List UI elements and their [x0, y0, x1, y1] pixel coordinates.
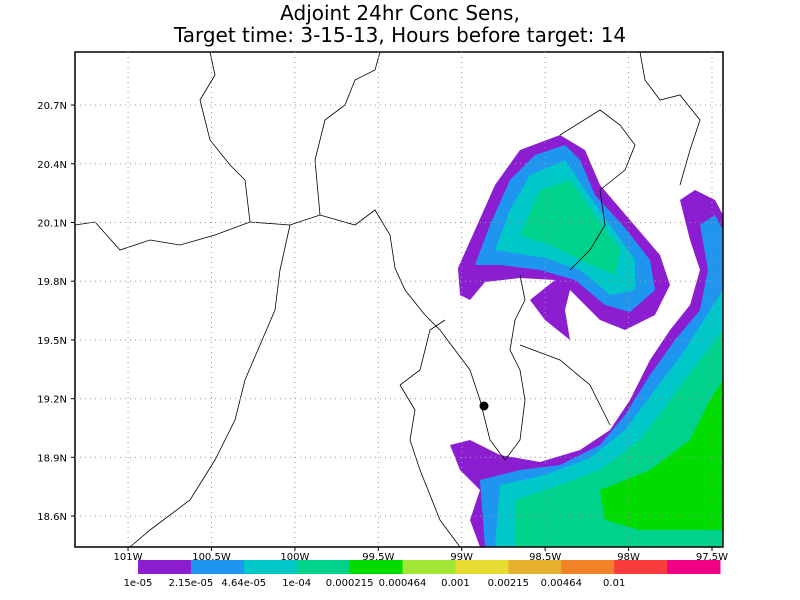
colorbar-label: 4.64e-05 — [221, 578, 266, 589]
lat-tick-label: 18.9N — [37, 453, 67, 464]
target-point — [479, 401, 489, 411]
border — [74, 209, 526, 461]
colorbar-label: 0.00215 — [488, 578, 529, 589]
colorbar-box — [455, 560, 509, 574]
contour-region — [600, 380, 723, 530]
colorbar-label: 0.00464 — [541, 578, 582, 589]
lon-tick-label: 100W — [280, 552, 309, 563]
colorbar-box — [296, 560, 351, 574]
lon-tick-label: 100.5W — [192, 552, 231, 563]
border — [519, 189, 611, 426]
colorbar-box — [614, 560, 668, 574]
lon-tick-label: 99.5W — [362, 552, 394, 563]
colorbar-box — [508, 560, 562, 574]
lon-tick-label: 98W — [617, 552, 640, 563]
colorbar-box — [190, 560, 245, 574]
lat-tick-label: 19.5N — [37, 336, 67, 347]
lon-tick-label: 99W — [450, 552, 473, 563]
boundaries — [74, 51, 701, 548]
colorbar-box — [349, 560, 404, 574]
colorbar-label: 0.000215 — [326, 578, 374, 589]
lat-tick-label: 19.8N — [37, 277, 67, 288]
colorbar-label: 0.001 — [441, 578, 470, 589]
colorbar-label: 2.15e-05 — [169, 578, 214, 589]
contour-region — [520, 180, 620, 275]
colorbar-label: 1e-05 — [124, 578, 153, 589]
border — [399, 319, 461, 548]
lat-tick-label: 19.2N — [37, 395, 67, 406]
border — [559, 51, 701, 191]
colorbar-label: 0.01 — [603, 578, 625, 589]
lat-tick-label: 20.4N — [37, 160, 67, 171]
colorbar-box — [561, 560, 615, 574]
sensitivity-field — [450, 135, 723, 547]
colorbar-box — [138, 560, 192, 574]
lat-tick-label: 18.6N — [37, 512, 67, 523]
lat-tick-label: 20.7N — [37, 101, 67, 112]
colorbar-label: 0.000464 — [379, 578, 427, 589]
border — [129, 224, 291, 548]
title-line: Target time: 3-15-13, Hours before targe… — [173, 23, 626, 47]
colorbar-box — [667, 560, 721, 574]
colorbar-box — [402, 560, 456, 574]
lat-tick-label: 20.1N — [37, 218, 67, 229]
colorbar-box — [243, 560, 298, 574]
lon-tick-label: 97.5W — [696, 552, 728, 563]
lon-tick-label: 101W — [114, 552, 143, 563]
title-line: Adjoint 24hr Conc Sens, — [280, 1, 520, 25]
lon-tick-label: 98.5W — [529, 552, 561, 563]
map-frame — [74, 51, 724, 548]
colorbar-label: 1e-04 — [282, 578, 311, 589]
